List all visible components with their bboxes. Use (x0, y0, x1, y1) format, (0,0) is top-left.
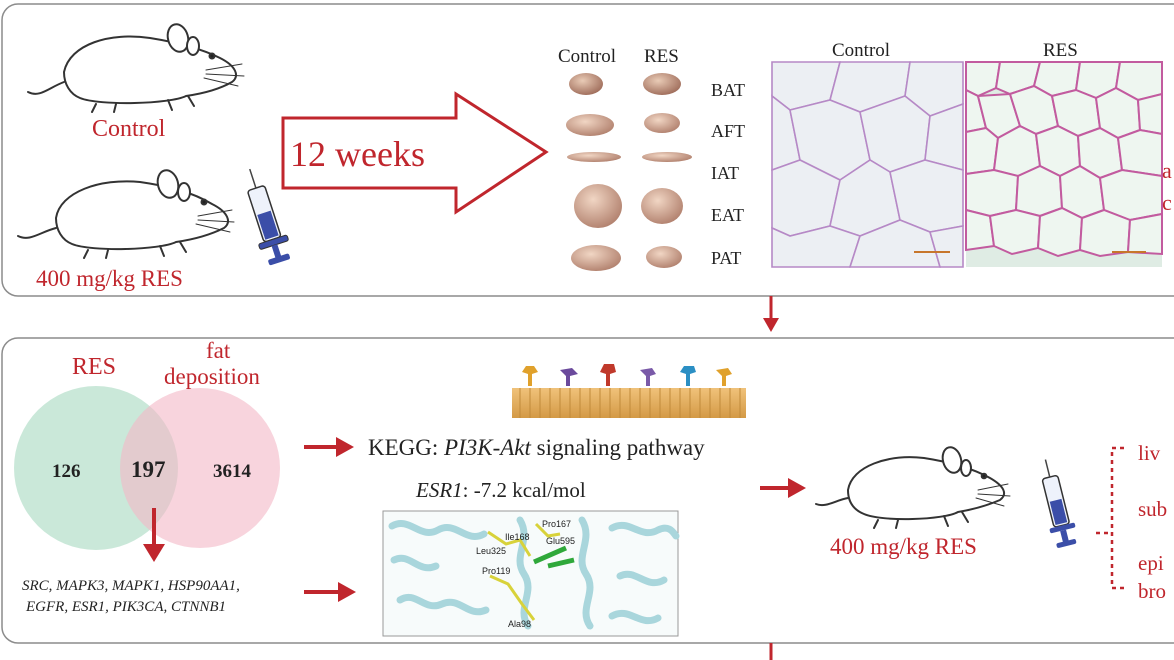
outcome-liv: liv (1138, 441, 1161, 465)
duration-label: 12 weeks (290, 134, 425, 174)
docking-structure-image: Pro167 Ile168 Glu595 Leu325 Pro119 Ala98 (382, 510, 680, 637)
duration-arrow (281, 91, 549, 215)
esr1-gene: ESR1 (415, 478, 463, 502)
tissue-label-bat: BAT (711, 80, 745, 100)
outcome-sub: sub (1138, 497, 1167, 521)
residue-ile168: Ile168 (505, 532, 530, 542)
panel2-dose-label: 400 mg/kg RES (830, 534, 977, 559)
venn-label-res: RES (72, 354, 116, 380)
venn-count-left: 126 (52, 461, 81, 482)
venn-count-right: 3614 (213, 461, 252, 482)
panel-2-border (1, 337, 1174, 644)
residue-pro167: Pro167 (542, 519, 571, 529)
res-mouse-icon (17, 169, 235, 259)
tissue-label-eat: EAT (711, 205, 744, 225)
venn-circle-fat (120, 388, 280, 548)
kegg-text: KEGG: PI3K-Akt signaling pathway (368, 435, 705, 460)
label-control: Control (92, 116, 166, 142)
genes-arrow (143, 508, 165, 562)
mouse-arrow (760, 478, 806, 498)
cut-text-a: a (1162, 158, 1172, 183)
kegg-pathway: PI3K-Akt (443, 435, 531, 460)
tissue-label-pat: PAT (711, 248, 741, 268)
esr1-energy: : -7.2 kcal/mol (463, 478, 586, 502)
histo-header-res: RES (1043, 40, 1078, 61)
venn-label-fat-line2: deposition (164, 364, 260, 389)
residue-glu595: Glu595 (546, 536, 575, 546)
residue-pro119: Pro119 (482, 566, 510, 576)
outcome-epi: epi (1138, 551, 1164, 575)
tissue-label-iat: IAT (711, 163, 739, 183)
tissue-samples (566, 73, 692, 271)
label-res-dose: 400 mg/kg RES (36, 266, 183, 291)
residue-ala98: Ala98 (508, 619, 531, 629)
cell-membrane-icon (512, 364, 746, 418)
venn-diagram (14, 386, 280, 550)
kegg-arrow (304, 437, 354, 457)
outcome-bracket (1096, 446, 1124, 590)
esr1-binding-label: ESR1: -7.2 kcal/mol (415, 478, 586, 502)
treated-mouse-icon (815, 446, 1011, 529)
control-mouse-icon (27, 23, 245, 113)
syringe-icon (247, 168, 290, 266)
venn-label-fat-line1: fat (206, 338, 231, 363)
kegg-suffix: signaling pathway (531, 435, 705, 460)
histo-header-control: Control (832, 40, 890, 61)
docking-arrow (304, 582, 356, 602)
panel-1-border (1, 3, 1174, 297)
gene-list-line1: SRC, MAPK3, MAPK1, HSP90AA1, (22, 578, 240, 594)
connector-arrow-down (763, 296, 779, 332)
syringe-icon-2 (1041, 459, 1077, 548)
venn-count-overlap: 197 (131, 457, 166, 482)
cut-text-c: c (1162, 190, 1172, 215)
tissue-header-res: RES (644, 46, 679, 67)
histology-res-image (965, 61, 1163, 267)
histology-control-image (771, 61, 964, 268)
gene-list-line2: EGFR, ESR1, PIK3CA, CTNNB1 (25, 599, 226, 615)
tissue-label-aft: AFT (711, 121, 745, 141)
outcome-bro: bro (1138, 579, 1166, 603)
tissue-header-control: Control (558, 46, 616, 67)
residue-leu325: Leu325 (476, 546, 506, 556)
kegg-prefix: KEGG: (368, 435, 444, 460)
